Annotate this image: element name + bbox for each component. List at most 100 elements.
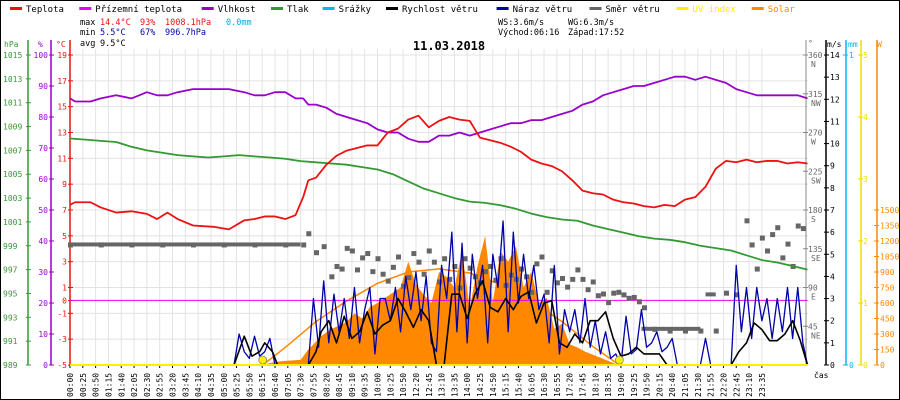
legend-swatch-1 — [79, 7, 92, 10]
temperature-tick-label: 5 — [62, 232, 67, 241]
direction-tick-label: 360 — [808, 51, 823, 60]
solar-tick-label: 0 — [880, 361, 885, 370]
stat-min-press: 996.7hPa — [165, 28, 206, 38]
series-direction-point — [775, 225, 781, 231]
uv-tick-label: 1 — [863, 299, 868, 308]
x-tick-label: 05:00 — [220, 373, 229, 397]
sun-marker-sunrise — [258, 355, 268, 365]
direction-tick-label: 315 — [808, 90, 823, 99]
series-direction-point — [370, 269, 376, 275]
temperature-tick-label: 13 — [57, 129, 67, 138]
series-direction-point — [724, 290, 729, 296]
series-direction-point — [734, 292, 740, 298]
temperature-tick-label: 9 — [62, 180, 67, 189]
x-tick-label: 02:55 — [156, 373, 165, 397]
series-direction-point — [534, 261, 540, 267]
x-tick-label: 10:00 — [374, 373, 383, 397]
pressure-tick-label: 1013 — [3, 75, 22, 84]
humidity-tick-label: 30 — [38, 268, 48, 277]
humidity-tick-label: 60 — [38, 175, 48, 184]
solar-axis-unit: W — [877, 40, 882, 49]
x-tick-label: 03:45 — [181, 373, 190, 397]
series-direction-point — [606, 300, 612, 306]
series-direction-band-evening — [641, 326, 701, 331]
series-direction-point — [329, 274, 335, 280]
series-direction-point — [580, 276, 586, 282]
series-direction-point — [447, 276, 453, 282]
pressure-tick-label: 1005 — [3, 170, 22, 179]
series-direction-point — [401, 283, 407, 289]
solar-tick-label: 750 — [880, 284, 895, 293]
series-direction-point — [585, 287, 591, 293]
solar-tick-label: 300 — [880, 330, 895, 339]
x-tick-label: 22:45 — [732, 373, 741, 397]
series-direction-point — [626, 295, 632, 301]
direction-tick-label: 225 — [808, 167, 823, 176]
x-tick-label: 04:10 — [194, 373, 203, 397]
series-direction-point — [611, 290, 617, 296]
x-tick-label: 21:30 — [694, 373, 703, 397]
direction-tick-compass: W — [811, 138, 816, 147]
direction-tick-compass: NW — [811, 99, 821, 108]
x-tick-label: 06:40 — [271, 373, 280, 397]
direction-tick-label: 135 — [808, 245, 823, 254]
solar-tick-label: 1050 — [880, 253, 899, 262]
x-tick-label: 22:20 — [719, 373, 728, 397]
pressure-tick-label: 999 — [3, 242, 18, 251]
wind-tick-label: 2 — [830, 317, 835, 326]
x-tick-label: 01:15 — [104, 373, 113, 397]
x-tick-label: 16:05 — [527, 373, 536, 397]
stat-wg: WG:6.3m/s — [568, 18, 614, 28]
legend-label-1: Přízemní teplota — [95, 5, 182, 15]
series-direction-point — [498, 256, 504, 262]
x-tick-label: 12:20 — [412, 373, 421, 397]
series-direction-point — [314, 250, 319, 256]
wind-axis-unit: m/s — [827, 40, 842, 49]
x-tick-label: 20:40 — [668, 373, 677, 397]
x-tick-label: 00:00 — [66, 373, 75, 397]
pressure-tick-label: 1011 — [3, 99, 22, 108]
series-direction-point — [375, 256, 381, 262]
x-tick-label: 00:25 — [79, 373, 88, 397]
legend-label-8: UV index — [693, 5, 737, 15]
legend-label-0: Teplota — [26, 5, 64, 15]
x-tick-label: 17:20 — [566, 373, 575, 397]
rain-tick-label: 0 — [849, 361, 854, 370]
x-tick-label: 00:50 — [92, 373, 101, 397]
series-direction-point — [493, 277, 499, 283]
x-tick-label: 15:40 — [514, 373, 523, 397]
series-direction-point — [437, 279, 442, 285]
x-tick-label: 02:05 — [130, 373, 139, 397]
x-tick-label: 23:35 — [758, 373, 767, 397]
legend-swatch-6 — [496, 7, 509, 10]
series-direction-band-night — [705, 292, 716, 297]
uv-tick-label: 2 — [863, 237, 868, 246]
uv-tick-label: 3 — [863, 175, 868, 184]
x-tick-label: 16:55 — [553, 373, 562, 397]
legend-label-5: Rychlost větru — [402, 5, 478, 15]
humidity-tick-label: 90 — [38, 82, 48, 91]
stat-max-hum: 93% — [140, 18, 155, 28]
series-direction-point — [442, 256, 448, 262]
series-direction-point — [595, 293, 601, 299]
series-direction-point — [565, 284, 571, 290]
series-direction-point — [765, 248, 770, 254]
temperature-tick-label: 1 — [62, 284, 67, 293]
x-tick-label: 10:25 — [386, 373, 395, 397]
series-direction-point — [795, 223, 801, 229]
legend-swatch-7 — [589, 7, 602, 10]
temperature-tick-label: -3 — [57, 335, 67, 344]
series-direction-band — [70, 242, 301, 247]
x-tick-label: 21:55 — [707, 373, 716, 397]
pressure-tick-label: 1007 — [3, 146, 22, 155]
pressure-tick-label: 995 — [3, 289, 18, 298]
series-direction-point — [467, 265, 473, 271]
pressure-axis-unit: hPa — [4, 40, 19, 49]
series-direction-point — [431, 259, 437, 265]
series-direction-point — [385, 278, 391, 284]
wind-tick-label: 14 — [830, 51, 840, 60]
temperature-tick-label: -5 — [57, 361, 67, 370]
x-tick-label: 01:40 — [117, 373, 126, 397]
series-direction-point — [355, 267, 360, 273]
series-direction-point — [631, 294, 637, 300]
